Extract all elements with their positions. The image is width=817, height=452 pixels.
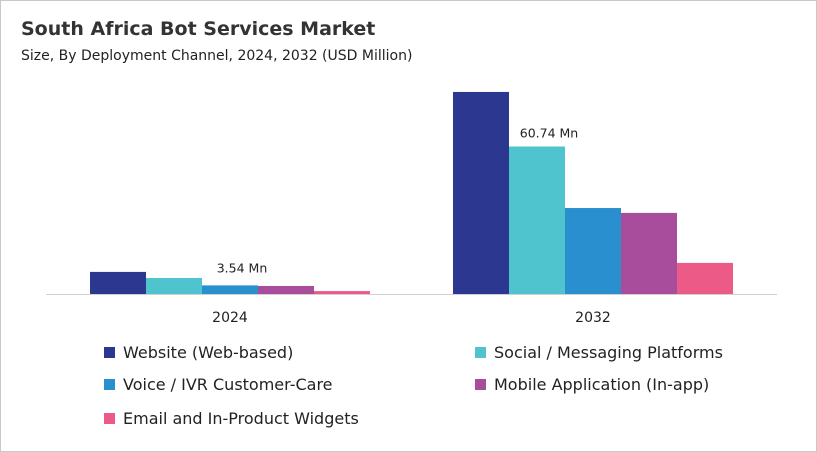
- bar-2032-4: [677, 262, 733, 294]
- x-tick-label-2024: 2024: [212, 310, 248, 326]
- legend-label: Website (Web-based): [123, 343, 294, 362]
- data-label: 3.54 Mn: [217, 260, 268, 275]
- legend-item: Mobile Application (In-app): [475, 375, 709, 394]
- bar-2024-1: [146, 277, 202, 294]
- data-label: 60.74 Mn: [520, 126, 578, 141]
- bar-2024-2: [202, 285, 258, 294]
- bar-2032-2: [565, 208, 621, 294]
- legend-item: Email and In-Product Widgets: [104, 409, 359, 428]
- bar-2032-3: [621, 212, 677, 294]
- legend-item: Website (Web-based): [104, 343, 293, 362]
- bar-2024-0: [90, 271, 146, 294]
- legend-swatch: [475, 379, 486, 390]
- chart-title: South Africa Bot Services Market: [21, 18, 376, 40]
- bar-2024-3: [258, 285, 314, 294]
- legend-swatch: [104, 379, 115, 390]
- legend-label: Mobile Application (In-app): [494, 375, 710, 394]
- legend-label: Email and In-Product Widgets: [123, 409, 359, 428]
- x-tick-label-2032: 2032: [575, 310, 611, 326]
- legend-swatch: [475, 347, 486, 358]
- bar-2032-1: [509, 146, 565, 294]
- bar-2032-0: [453, 91, 509, 294]
- legend-item: Voice / IVR Customer-Care: [104, 375, 333, 394]
- bar-2024-4: [314, 291, 370, 294]
- chart-subtitle: Size, By Deployment Channel, 2024, 2032 …: [21, 48, 413, 64]
- legend-label: Social / Messaging Platforms: [494, 343, 723, 362]
- legend-swatch: [104, 413, 115, 424]
- legend-swatch: [104, 347, 115, 358]
- legend-item: Social / Messaging Platforms: [475, 343, 723, 362]
- legend-label: Voice / IVR Customer-Care: [123, 375, 333, 394]
